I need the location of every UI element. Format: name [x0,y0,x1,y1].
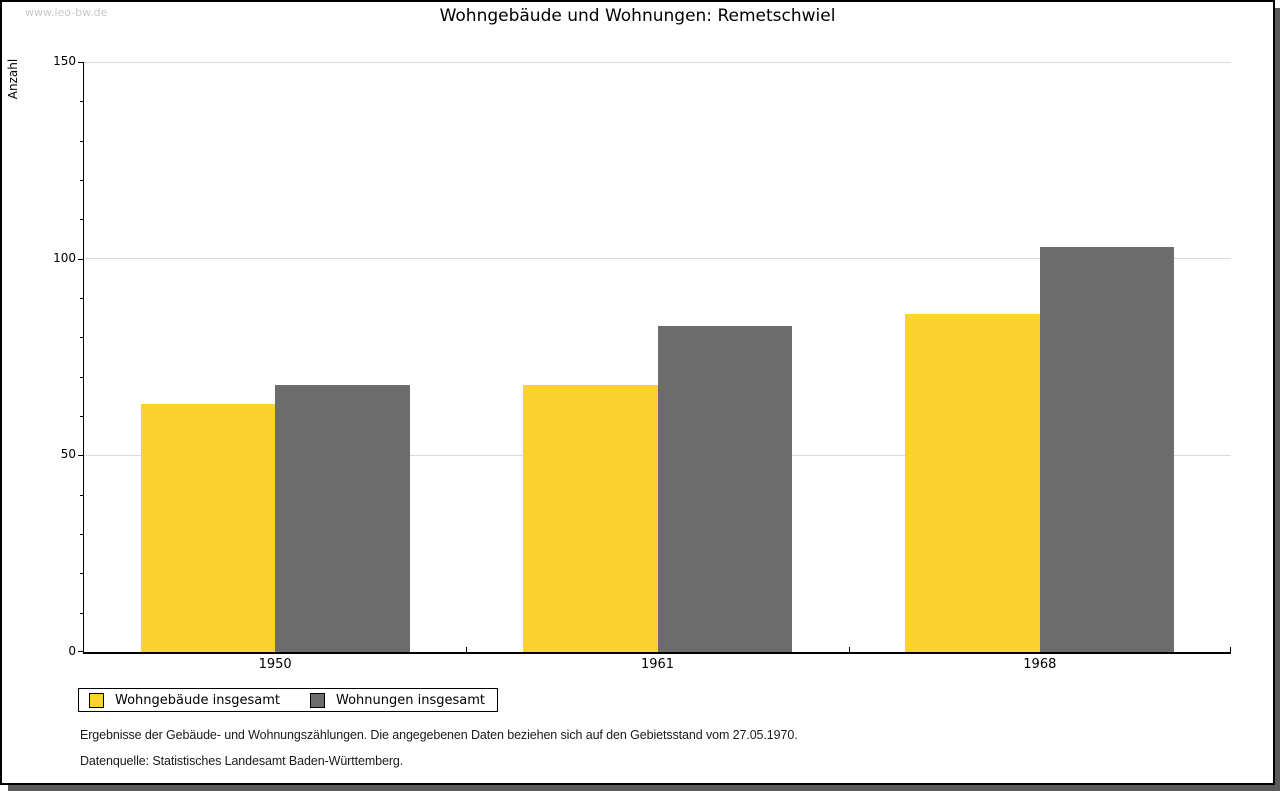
y-minor-tick-130 [80,141,84,142]
legend-label-0: Wohngebäude insgesamt [115,692,280,708]
x-axis-end-tick [1230,647,1231,652]
y-tick-0 [78,651,84,652]
gridline-150 [84,62,1231,63]
chart-title: Wohngebäude und Wohnungen: Remetschwiel [439,6,836,26]
bar-1961-wohngebaeude [523,384,658,652]
y-minor-tick-10 [80,613,84,614]
bar-1950-wohngebaeude [140,404,276,652]
y-minor-tick-140 [80,101,84,102]
bar-1968-wohnungen [1039,246,1175,652]
y-minor-tick-40 [80,495,84,496]
y-tick-50 [78,455,84,456]
legend-swatch-icon-1 [310,692,325,708]
bar-1961-wohnungen [657,325,792,652]
legend-item-0: Wohngebäude insgesamt [89,692,280,708]
x-tick-label-1950: 1950 [258,657,292,672]
legend-label-1: Wohnungen insgesamt [336,692,485,708]
y-tick-label-0: 0 [68,644,76,658]
gridline-100 [84,258,1231,259]
x-separator-tick-2 [849,647,850,652]
y-tick-label-100: 100 [53,250,76,265]
bar-1968-wohngebaeude [905,313,1040,652]
x-tick-label-1968: 1968 [1023,657,1057,672]
watermark: www.leo-bw.de [25,6,108,19]
window-shadow-bottom [8,785,1280,791]
y-minor-tick-20 [80,573,84,574]
y-minor-tick-70 [80,377,84,378]
window-shadow-right [1275,8,1280,791]
y-tick-100 [78,259,84,260]
y-tick-label-50: 50 [60,447,76,462]
legend-swatch-icon-0 [89,692,104,708]
legend: Wohngebäude insgesamt Wohnungen insgesamt [78,688,498,712]
y-minor-tick-120 [80,180,84,181]
y-minor-tick-110 [80,219,84,220]
y-minor-tick-80 [80,337,84,338]
x-separator-tick-1 [466,647,467,652]
footnote-2: Datenquelle: Statistisches Landesamt Bad… [80,754,404,768]
y-minor-tick-30 [80,534,84,535]
y-axis-label: Anzahl [6,58,20,100]
y-minor-tick-90 [80,298,84,299]
y-minor-tick-60 [80,416,84,417]
bar-1950-wohnungen [275,384,410,652]
y-tick-label-150: 150 [53,54,76,68]
x-tick-label-1961: 1961 [640,657,675,672]
y-tick-150 [78,62,84,63]
plot-area: 0 50 100 150 1950 1961 1968 [53,54,1231,672]
legend-item-1: Wohnungen insgesamt [310,692,485,708]
footnote-1: Ergebnisse der Gebäude- und Wohnungszähl… [80,728,798,742]
